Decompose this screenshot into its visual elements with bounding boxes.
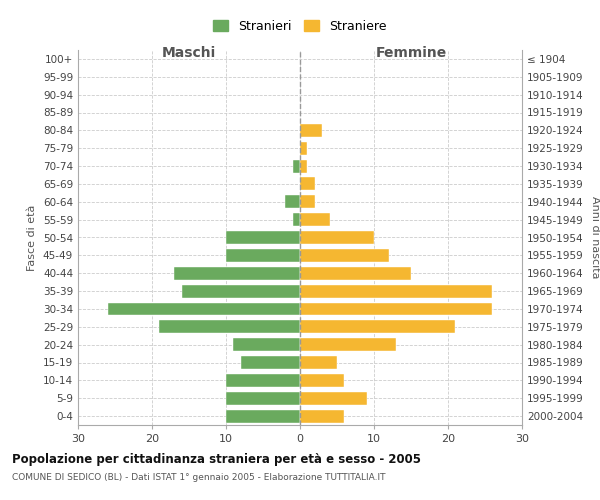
Bar — [293, 160, 300, 172]
Bar — [300, 196, 315, 208]
Bar — [300, 356, 337, 369]
Text: COMUNE DI SEDICO (BL) - Dati ISTAT 1° gennaio 2005 - Elaborazione TUTTITALIA.IT: COMUNE DI SEDICO (BL) - Dati ISTAT 1° ge… — [12, 472, 386, 482]
Bar — [107, 302, 300, 316]
Bar — [226, 392, 300, 404]
Bar — [160, 320, 300, 333]
Bar — [182, 284, 300, 298]
Bar — [300, 267, 411, 280]
Bar — [226, 374, 300, 387]
Bar — [300, 338, 396, 351]
Bar — [300, 213, 329, 226]
Legend: Stranieri, Straniere: Stranieri, Straniere — [208, 15, 392, 38]
Y-axis label: Anni di nascita: Anni di nascita — [590, 196, 600, 279]
Bar — [300, 374, 344, 387]
Text: Maschi: Maschi — [162, 46, 216, 60]
Text: Popolazione per cittadinanza straniera per età e sesso - 2005: Popolazione per cittadinanza straniera p… — [12, 452, 421, 466]
Bar — [285, 196, 300, 208]
Text: Femmine: Femmine — [376, 46, 446, 60]
Bar — [300, 302, 493, 316]
Bar — [300, 249, 389, 262]
Bar — [300, 410, 344, 422]
Bar — [300, 178, 315, 190]
Bar — [233, 338, 300, 351]
Bar — [300, 142, 307, 154]
Bar — [226, 231, 300, 244]
Bar — [174, 267, 300, 280]
Bar — [300, 284, 493, 298]
Bar — [300, 392, 367, 404]
Bar — [226, 249, 300, 262]
Bar — [293, 213, 300, 226]
Bar — [226, 410, 300, 422]
Bar — [300, 160, 307, 172]
Bar — [300, 231, 374, 244]
Bar — [300, 124, 322, 137]
Bar — [300, 320, 455, 333]
Y-axis label: Fasce di età: Fasce di età — [28, 204, 37, 270]
Bar — [241, 356, 300, 369]
